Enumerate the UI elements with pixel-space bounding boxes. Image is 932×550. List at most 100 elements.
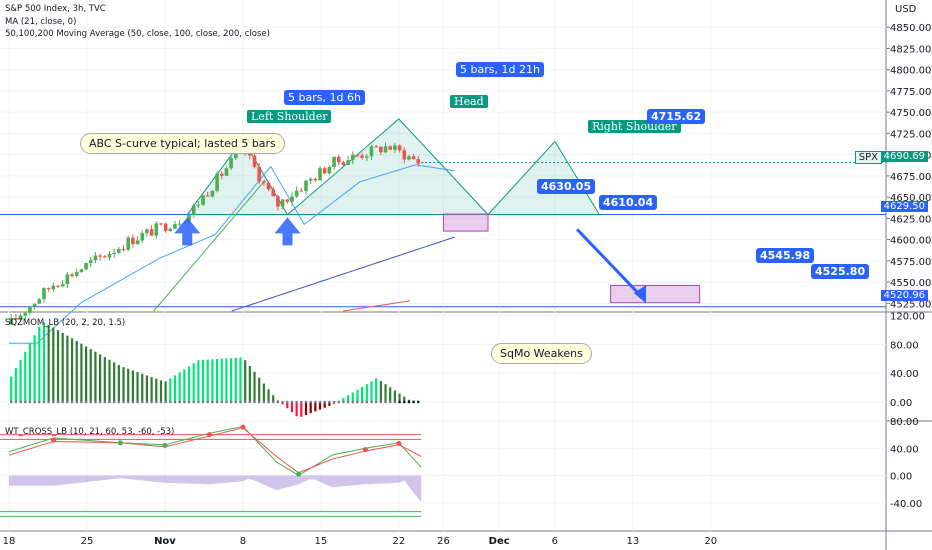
sqz-dot-72: [346, 400, 350, 404]
candle-body-53: [257, 166, 262, 182]
sqz-bar-73: [351, 392, 354, 402]
sqz-bar-36: [178, 372, 181, 402]
abc-note[interactable]: ABC S-curve typical; lasted 5 bars: [80, 133, 285, 154]
sqz-dot-33: [164, 400, 167, 404]
sqz-dot-2: [19, 400, 22, 404]
sqz-bar-8: [47, 324, 50, 402]
sqz-bar-84: [403, 396, 406, 402]
sqz-bar-83: [398, 393, 401, 402]
sqz-dot-81: [388, 400, 392, 404]
wt2-line: [8, 427, 422, 474]
candle-body-10: [56, 285, 60, 287]
sqz-bar-38: [187, 366, 191, 402]
candle-body-28: [140, 233, 145, 241]
sqz-tick-label-0: 120.00: [890, 312, 925, 323]
sqz-dot-46: [225, 400, 228, 404]
ma-legend: MA (21, close, 0): [5, 17, 77, 27]
sqz-bar-65: [314, 402, 317, 412]
x-tick-label-9: 13: [626, 536, 639, 547]
sqz-bar-34: [169, 378, 172, 402]
candle-body-24: [121, 249, 126, 251]
level-4520-label: 4520.96: [880, 290, 928, 301]
sqz-bar-77: [370, 381, 373, 402]
candle-body-87: [416, 159, 421, 164]
candle-body-34: [168, 228, 173, 231]
candle-body-74: [355, 154, 360, 156]
sqz-dot-10: [56, 400, 60, 404]
candle-body-30: [149, 229, 154, 236]
candle-body-27: [135, 240, 140, 245]
sqzmom-legend: SQZMOM_LB (20, 2, 20, 1.5): [5, 318, 126, 328]
candle-body-33: [163, 223, 168, 231]
sqz-dot-76: [365, 400, 369, 404]
sqz-dot-17: [89, 400, 93, 404]
candle-body-64: [308, 178, 313, 181]
sqz-bar-0: [10, 376, 13, 402]
candle-body-57: [276, 196, 280, 207]
sqz-bar-82: [393, 390, 396, 402]
sqz-bar-13: [70, 338, 74, 402]
sqz-bar-45: [220, 358, 223, 402]
candle-body-60: [290, 196, 294, 202]
sqz-bar-9: [52, 327, 55, 402]
candle-body-26: [131, 237, 135, 245]
sqz-bar-79: [379, 381, 382, 402]
sqz-bar-56: [272, 395, 275, 402]
sqz-bar-52: [253, 371, 256, 402]
candle-body-72: [346, 160, 350, 165]
sqz-bar-40: [197, 360, 200, 402]
price-tick-label-12: 4550.00: [890, 278, 931, 289]
sqz-bar-53: [258, 377, 261, 402]
x-tick-label-10: 20: [704, 536, 717, 547]
sqz-bar-46: [225, 358, 228, 402]
sqz-bar-21: [108, 359, 111, 402]
sqz-dot-78: [374, 400, 378, 404]
candle-body-3: [23, 312, 28, 316]
sqz-dot-49: [239, 400, 242, 404]
sqz-dot-31: [154, 400, 158, 404]
price-tag-4525: 4525.80: [811, 264, 870, 279]
candle-body-18: [93, 255, 98, 261]
sqz-bar-14: [75, 341, 78, 402]
candle-body-44: [215, 173, 219, 191]
sqz-dot-84: [402, 400, 406, 404]
sqz-dot-80: [384, 400, 387, 404]
sqz-bar-15: [80, 343, 83, 402]
candle-body-1: [14, 317, 18, 320]
price-tag-4545: 4545.98: [756, 248, 815, 263]
sqz-bar-20: [103, 357, 106, 402]
sqz-dot-59: [285, 400, 289, 404]
candle-body-2: [18, 315, 23, 320]
sqz-bar-2: [19, 359, 22, 402]
price-tick-label-1: 4825.00: [890, 44, 931, 55]
sqz-dot-64: [309, 400, 312, 404]
candle-body-59: [285, 199, 290, 202]
x-tick-label-3: 8: [240, 536, 246, 547]
sqz-dot-65: [314, 400, 317, 404]
sqmo-note[interactable]: SqMo Weakens: [491, 343, 592, 364]
candle-body-6: [37, 299, 42, 304]
sqz-bar-44: [215, 359, 219, 402]
candle-body-8: [46, 288, 51, 290]
candle-body-86: [411, 156, 416, 160]
candle-body-38: [187, 214, 191, 223]
symbol-badge: SPX: [854, 151, 882, 164]
sqz-bar-23: [117, 365, 120, 402]
sqz-bar-68: [328, 402, 331, 406]
price-tick-label-8: 4650.00: [890, 193, 931, 204]
sqz-dot-4: [28, 400, 32, 404]
sqz-dot-15: [80, 400, 83, 404]
sqz-bar-17: [89, 349, 92, 402]
wt-cross-dot-5: [296, 471, 302, 477]
wt-tick-label-2: 0.00: [890, 472, 912, 483]
sqz-bar-33: [164, 381, 167, 402]
sqz-dot-40: [197, 400, 200, 404]
sqz-dot-30: [150, 400, 153, 404]
wt-tick-label-1: 40.00: [890, 444, 919, 455]
sqz-bar-22: [113, 362, 116, 402]
candle-body-69: [332, 156, 336, 167]
sqz-bar-50: [244, 360, 247, 402]
candle-body-12: [65, 274, 70, 285]
sqz-dot-69: [332, 400, 336, 404]
